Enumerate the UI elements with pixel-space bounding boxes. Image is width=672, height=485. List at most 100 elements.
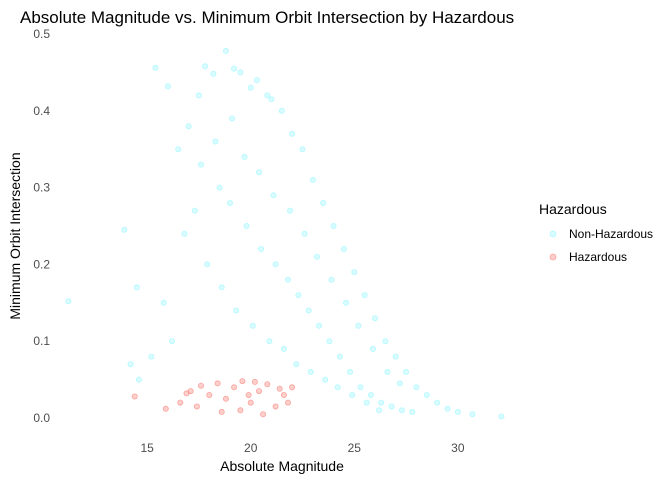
point-non-hazardous [326, 338, 333, 345]
point-non-hazardous [212, 138, 219, 145]
point-non-hazardous [164, 83, 171, 90]
point-non-hazardous [175, 146, 182, 153]
point-non-hazardous [233, 307, 240, 314]
point-hazardous [237, 407, 244, 414]
point-non-hazardous [264, 92, 271, 99]
point-non-hazardous [160, 299, 167, 306]
y-axis-title: Minimum Orbit Intersection [7, 152, 23, 319]
point-non-hazardous [434, 399, 441, 406]
point-non-hazardous [197, 161, 204, 168]
legend: Hazardous Non-Hazardous Hazardous [539, 201, 653, 264]
y-tick-label: 0.1 [33, 334, 50, 348]
point-non-hazardous [498, 413, 505, 420]
point-non-hazardous [195, 92, 202, 99]
point-non-hazardous [218, 284, 225, 291]
point-non-hazardous [322, 376, 329, 383]
point-non-hazardous [222, 47, 229, 54]
point-non-hazardous [152, 64, 159, 71]
point-non-hazardous [301, 230, 308, 237]
point-hazardous [264, 381, 271, 388]
point-non-hazardous [202, 63, 209, 70]
point-non-hazardous [255, 169, 262, 176]
point-hazardous [289, 384, 296, 391]
y-axis: 0.0 0.1 0.2 0.3 0.4 0.5 [33, 27, 50, 425]
legend-label: Non-Hazardous [569, 227, 653, 241]
points-layer [65, 47, 505, 420]
point-non-hazardous [65, 298, 72, 305]
point-non-hazardous [204, 261, 211, 268]
point-non-hazardous [403, 368, 410, 375]
point-non-hazardous [231, 65, 238, 72]
x-tick-label: 15 [140, 441, 154, 455]
y-tick-label: 0.3 [33, 181, 50, 195]
point-non-hazardous [454, 408, 461, 415]
point-non-hazardous [309, 176, 316, 183]
x-tick-label: 30 [451, 441, 465, 455]
point-non-hazardous [413, 384, 420, 391]
point-hazardous [193, 403, 200, 410]
point-non-hazardous [334, 384, 341, 391]
point-hazardous [255, 388, 262, 395]
point-hazardous [239, 378, 246, 385]
legend-swatch [549, 253, 557, 261]
y-tick-label: 0.2 [33, 257, 50, 271]
x-axis-title: Absolute Magnitude [220, 458, 344, 474]
point-non-hazardous [135, 376, 142, 383]
point-non-hazardous [133, 284, 140, 291]
point-non-hazardous [299, 146, 306, 153]
point-hazardous [177, 399, 184, 406]
point-non-hazardous [392, 353, 399, 360]
point-non-hazardous [295, 292, 302, 299]
y-tick-label: 0.4 [33, 104, 50, 118]
point-non-hazardous [284, 276, 291, 283]
point-non-hazardous [243, 222, 250, 229]
point-hazardous [131, 393, 138, 400]
point-non-hazardous [258, 245, 265, 252]
point-non-hazardous [287, 207, 294, 214]
point-non-hazardous [289, 130, 296, 137]
point-non-hazardous [249, 322, 256, 329]
point-non-hazardous [268, 96, 275, 103]
point-non-hazardous [398, 407, 405, 414]
point-non-hazardous [382, 338, 389, 345]
x-tick-label: 20 [244, 441, 258, 455]
point-non-hazardous [384, 368, 391, 375]
point-hazardous [214, 380, 221, 387]
point-non-hazardous [148, 353, 155, 360]
point-hazardous [222, 395, 229, 402]
point-hazardous [276, 385, 283, 392]
point-hazardous [231, 384, 238, 391]
legend-title: Hazardous [539, 201, 607, 217]
point-hazardous [284, 399, 291, 406]
point-non-hazardous [280, 345, 287, 352]
point-non-hazardous [185, 123, 192, 130]
point-non-hazardous [270, 192, 277, 199]
point-non-hazardous [409, 408, 416, 415]
point-non-hazardous [363, 399, 370, 406]
point-non-hazardous [371, 315, 378, 322]
point-non-hazardous [376, 407, 383, 414]
point-non-hazardous [336, 353, 343, 360]
point-non-hazardous [351, 269, 358, 276]
point-hazardous [247, 399, 254, 406]
point-non-hazardous [369, 345, 376, 352]
chart-title: Absolute Magnitude vs. Minimum Orbit Int… [20, 8, 514, 27]
point-non-hazardous [229, 115, 236, 122]
point-non-hazardous [272, 261, 279, 268]
point-non-hazardous [253, 77, 260, 84]
point-non-hazardous [342, 299, 349, 306]
point-non-hazardous [237, 69, 244, 76]
point-non-hazardous [378, 399, 385, 406]
point-non-hazardous [328, 276, 335, 283]
point-hazardous [280, 391, 287, 398]
point-hazardous [218, 408, 225, 415]
point-non-hazardous [293, 361, 300, 368]
point-hazardous [197, 382, 204, 389]
x-axis: 15 20 25 30 [140, 441, 464, 455]
point-non-hazardous [127, 361, 134, 368]
y-tick-label: 0.0 [33, 411, 50, 425]
point-non-hazardous [307, 368, 314, 375]
point-non-hazardous [367, 391, 374, 398]
point-hazardous [162, 405, 169, 412]
